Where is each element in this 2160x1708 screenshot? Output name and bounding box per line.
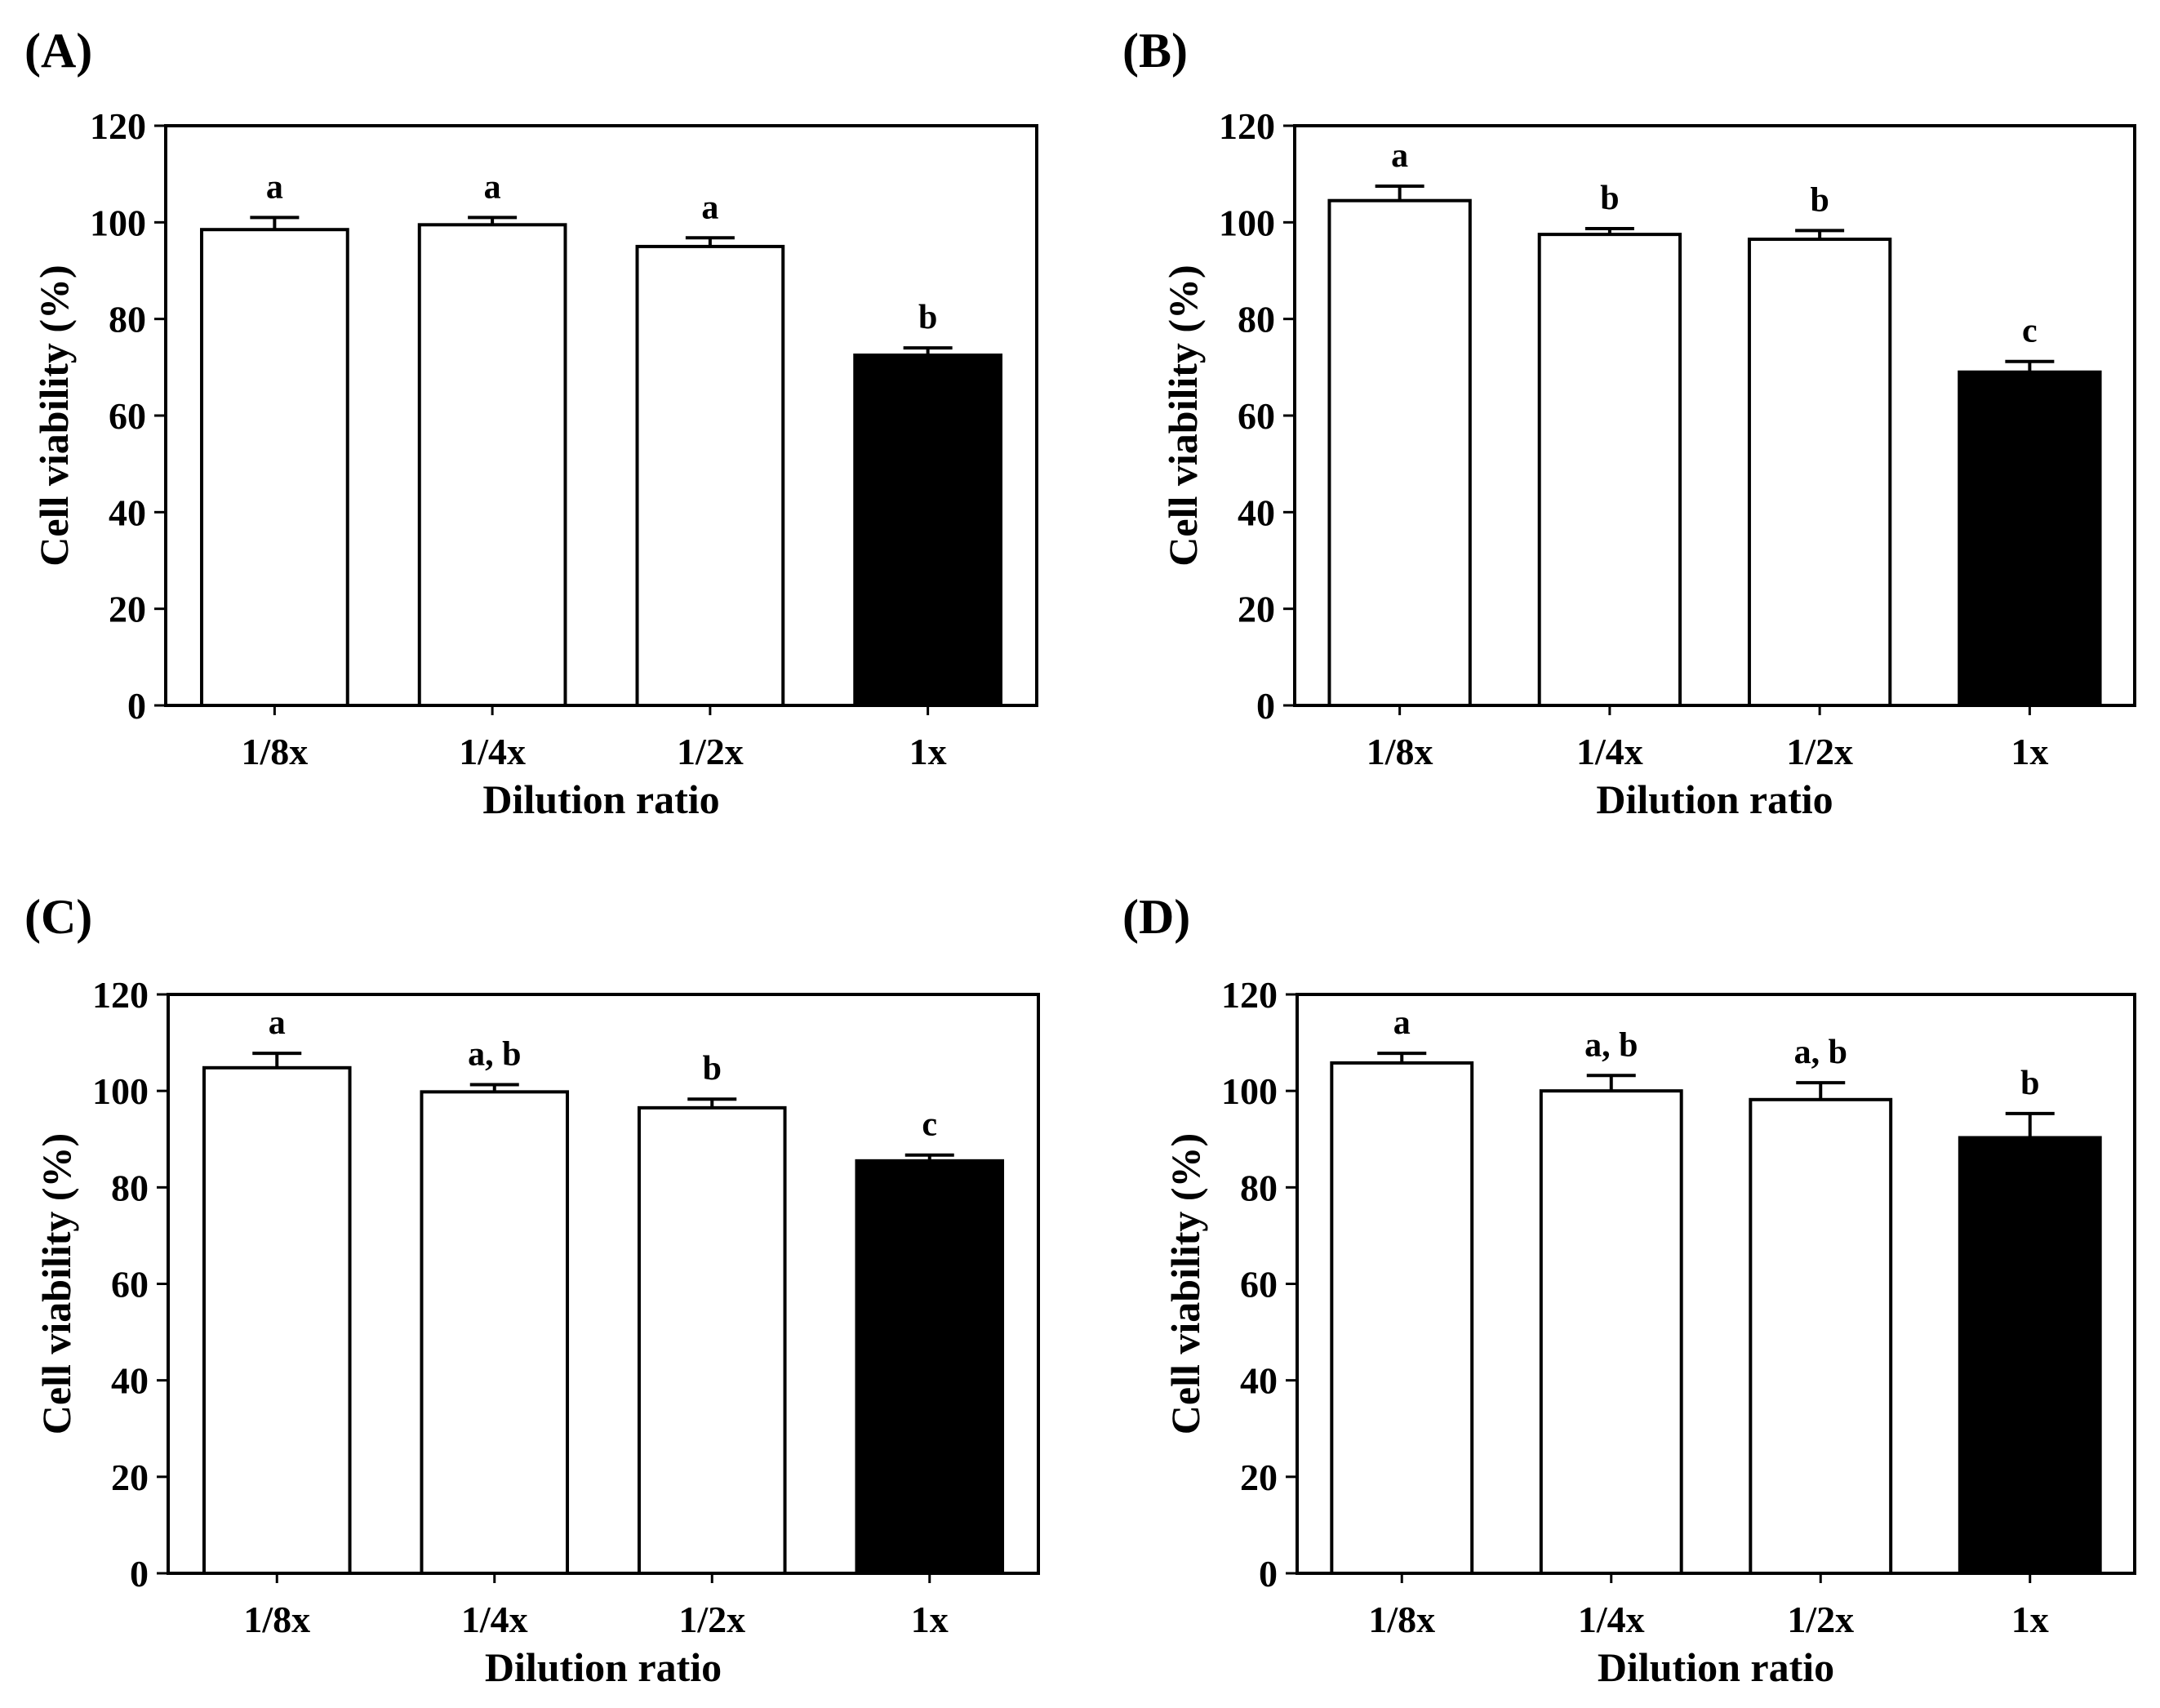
x-tick-label: 1/8x — [241, 731, 308, 772]
x-tick-label: 1/8x — [1367, 731, 1433, 772]
bar-3 — [1747, 238, 1892, 707]
significance-label: b — [1810, 181, 1829, 219]
x-tick-label: 1/8x — [1368, 1599, 1435, 1640]
x-tick-label: 1/4x — [1576, 731, 1643, 772]
bar-2 — [1537, 233, 1682, 707]
y-tick-label: 120 — [92, 974, 149, 1016]
bar-1 — [1330, 1061, 1474, 1575]
plot-frame — [1296, 993, 2136, 1575]
significance-label: a — [269, 1004, 286, 1042]
y-tick-label: 40 — [109, 491, 146, 533]
bar-2 — [420, 1090, 570, 1576]
significance-label: a — [266, 168, 283, 206]
bar-1 — [200, 228, 349, 708]
y-tick-label: 80 — [1238, 299, 1275, 340]
x-tick-label: 1x — [2011, 1599, 2049, 1640]
y-tick-label: 80 — [1240, 1167, 1278, 1208]
y-axis-title: Cell viability (%) — [33, 1133, 79, 1434]
y-axis-title: Cell viability (%) — [31, 265, 77, 566]
y-tick-label: 80 — [109, 299, 146, 340]
plot-frame — [1293, 124, 2136, 707]
chart-panel-2: (B) a 1/8x b 1/4x b 1/2x c 1x 0 20 40 60 80 100 120 Dilu… — [1122, 24, 2136, 822]
bar-2 — [417, 223, 567, 707]
bar-3 — [635, 244, 785, 707]
y-tick-label: 0 — [127, 685, 146, 727]
x-tick-label: 1/2x — [1786, 731, 1853, 772]
significance-label: a — [484, 168, 501, 206]
significance-label: b — [703, 1050, 722, 1088]
y-tick-label: 100 — [92, 1070, 149, 1112]
x-tick-label: 1x — [909, 731, 947, 772]
bar-4 — [853, 354, 1002, 707]
x-axis-title: Dilution ratio — [482, 776, 719, 822]
y-tick-label: 40 — [1240, 1360, 1278, 1402]
x-axis-title: Dilution ratio — [485, 1644, 722, 1690]
plot-frame — [167, 993, 1040, 1575]
significance-label: b — [918, 299, 937, 336]
y-tick-label: 0 — [130, 1553, 149, 1595]
significance-label: a, b — [1584, 1026, 1638, 1064]
panel-label: (A) — [24, 24, 92, 78]
significance-label: a — [701, 189, 718, 226]
significance-label: b — [2020, 1065, 2039, 1102]
panel-label: (B) — [1122, 24, 1188, 78]
chart-panel-1: (A) a 1/8x a 1/4x a 1/2x b 1x 0 20 40 60 80 100 120 Dilu… — [24, 24, 1038, 822]
plot-frame — [164, 124, 1038, 707]
y-axis-title: Cell viability (%) — [1162, 1133, 1208, 1434]
x-tick-label: 1/2x — [677, 731, 744, 772]
significance-label: a — [1393, 1004, 1411, 1042]
y-tick-label: 40 — [1238, 491, 1275, 533]
y-tick-label: 60 — [111, 1264, 149, 1305]
bar-3 — [637, 1105, 787, 1575]
y-tick-label: 100 — [1221, 1070, 1278, 1112]
y-tick-label: 120 — [1219, 105, 1275, 147]
x-axis-title: Dilution ratio — [1598, 1644, 1834, 1690]
significance-label: c — [2022, 313, 2038, 350]
x-tick-label: 1/2x — [1787, 1599, 1854, 1640]
x-tick-label: 1/4x — [459, 731, 526, 772]
significance-label: a, b — [1794, 1034, 1847, 1071]
y-tick-label: 120 — [1221, 974, 1278, 1016]
y-tick-label: 60 — [1238, 395, 1275, 437]
x-tick-label: 1/2x — [678, 1599, 745, 1640]
significance-label: c — [922, 1106, 937, 1144]
bar-1 — [202, 1065, 352, 1575]
y-tick-label: 80 — [111, 1167, 149, 1208]
y-tick-label: 0 — [1256, 685, 1275, 727]
bar-1 — [1327, 198, 1472, 708]
y-tick-label: 100 — [1219, 202, 1275, 243]
y-tick-label: 20 — [111, 1457, 149, 1498]
bar-2 — [1539, 1089, 1683, 1575]
panel-label: (C) — [24, 890, 92, 944]
y-axis-title: Cell viability (%) — [1160, 265, 1206, 566]
bar-4 — [1958, 370, 2102, 707]
y-tick-label: 20 — [109, 589, 146, 630]
y-tick-label: 20 — [1240, 1457, 1278, 1498]
panel-label: (D) — [1122, 890, 1190, 944]
y-tick-label: 60 — [109, 395, 146, 437]
y-tick-label: 60 — [1240, 1264, 1278, 1305]
y-tick-label: 0 — [1259, 1553, 1278, 1595]
chart-panel-3: (C) a 1/8x a, b 1/4x b 1/2x c 1x 0 20 40 60 80 100 120 D… — [24, 890, 1040, 1690]
y-tick-label: 40 — [111, 1360, 149, 1402]
chart-panel-4: (D) a 1/8x a, b 1/4x a, b 1/2x b 1x 0 20 40 60 80 100 1… — [1122, 890, 2136, 1690]
x-tick-label: 1/4x — [1578, 1599, 1645, 1640]
x-tick-label: 1/8x — [243, 1599, 310, 1640]
bar-4 — [855, 1159, 1005, 1576]
bar-3 — [1749, 1097, 1893, 1575]
y-tick-label: 100 — [90, 202, 146, 243]
significance-label: a, b — [468, 1035, 521, 1073]
x-tick-label: 1x — [2011, 731, 2048, 772]
significance-label: b — [1600, 180, 1619, 217]
y-tick-label: 20 — [1238, 589, 1275, 630]
x-axis-title: Dilution ratio — [1596, 776, 1833, 822]
x-tick-label: 1x — [911, 1599, 949, 1640]
bar-4 — [1958, 1136, 2102, 1576]
x-tick-label: 1/4x — [461, 1599, 528, 1640]
y-tick-label: 120 — [90, 105, 146, 147]
significance-label: a — [1391, 137, 1408, 175]
